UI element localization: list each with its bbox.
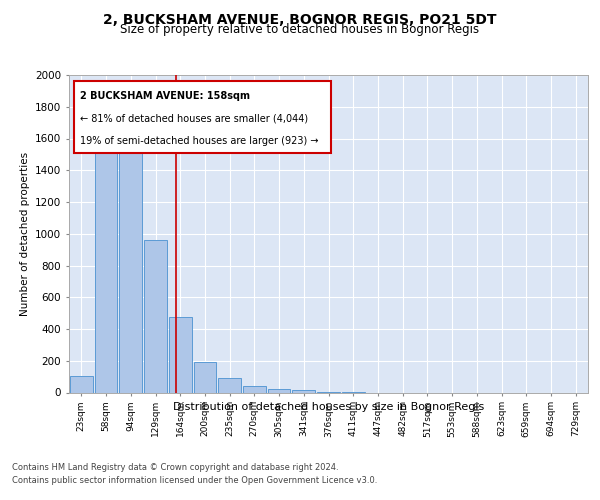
Bar — [218, 378, 241, 392]
FancyBboxPatch shape — [74, 82, 331, 153]
Bar — [119, 144, 142, 392]
Bar — [169, 317, 191, 392]
Bar — [70, 376, 93, 392]
Text: Distribution of detached houses by size in Bognor Regis: Distribution of detached houses by size … — [173, 402, 484, 412]
Text: Size of property relative to detached houses in Bognor Regis: Size of property relative to detached ho… — [121, 24, 479, 36]
Text: 19% of semi-detached houses are larger (923) →: 19% of semi-detached houses are larger (… — [80, 136, 319, 145]
Bar — [95, 148, 118, 392]
Bar — [292, 390, 315, 392]
Bar — [144, 240, 167, 392]
Bar — [194, 362, 216, 392]
Text: ← 81% of detached houses are smaller (4,044): ← 81% of detached houses are smaller (4,… — [80, 113, 308, 123]
Text: Contains HM Land Registry data © Crown copyright and database right 2024.: Contains HM Land Registry data © Crown c… — [12, 462, 338, 471]
Bar — [243, 386, 266, 392]
Text: 2, BUCKSHAM AVENUE, BOGNOR REGIS, PO21 5DT: 2, BUCKSHAM AVENUE, BOGNOR REGIS, PO21 5… — [103, 12, 497, 26]
Bar — [268, 388, 290, 392]
Text: 2 BUCKSHAM AVENUE: 158sqm: 2 BUCKSHAM AVENUE: 158sqm — [80, 91, 250, 101]
Text: Contains public sector information licensed under the Open Government Licence v3: Contains public sector information licen… — [12, 476, 377, 485]
Y-axis label: Number of detached properties: Number of detached properties — [20, 152, 29, 316]
